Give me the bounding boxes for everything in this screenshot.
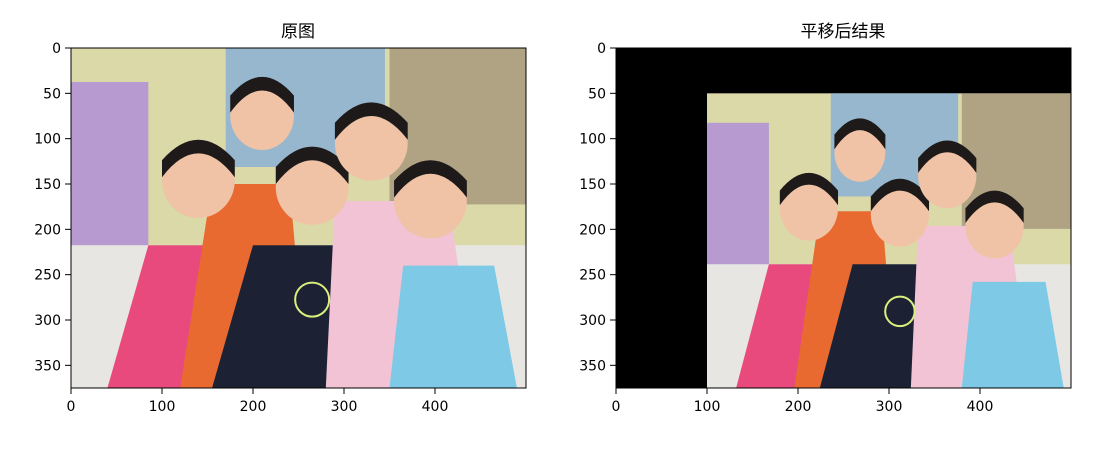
shifted-man-head-hair	[918, 140, 977, 173]
x-tick-label: 400	[422, 399, 449, 415]
y-tick-label: 350	[579, 358, 606, 374]
y-tick-label: 50	[43, 86, 61, 102]
original-boy-head	[275, 150, 349, 225]
y-tick-label: 250	[34, 268, 61, 284]
original-man-head	[334, 105, 408, 181]
original-teen-head	[230, 82, 294, 150]
shifted-photo-shirt-print	[884, 295, 916, 328]
panel-original: 原图 0 100 200 300 400 0 50 100 150 200 250 300 350	[0, 0, 540, 446]
chart-title: 平移后结果	[801, 22, 886, 42]
x-tick-label: 0	[67, 399, 76, 415]
x-tick-label: 0	[612, 399, 621, 415]
shifted-child-head-hair	[965, 190, 1024, 223]
chart-title: 原图	[281, 22, 315, 42]
panel-shifted: 平移后结果 0 100 200 300 400 0 50 100 150 200 250 300 350	[545, 0, 1085, 446]
original-man-head-hair	[334, 102, 408, 140]
shifted-boy-head-hair	[870, 178, 930, 212]
y-tick-label: 50	[588, 86, 606, 102]
shifted-teen-head-hair	[834, 118, 886, 150]
y-tick-label: 300	[579, 313, 606, 329]
x-tick-label: 200	[240, 399, 267, 415]
x-tick-label: 300	[331, 399, 358, 415]
shifted-child-head	[965, 193, 1024, 259]
x-tick-label: 200	[785, 399, 812, 415]
y-tick-label: 350	[34, 358, 61, 374]
image-plot-area: 0 100 200 300 400 0 50 100 150 200 250 300 350	[579, 41, 1072, 415]
shifted-photo-family-group	[707, 93, 1071, 388]
shifted-boy-head	[870, 181, 930, 247]
y-tick-label: 250	[579, 268, 606, 284]
x-tick-label: 400	[967, 399, 994, 415]
shifted-man-head	[918, 143, 977, 209]
original-child-head-hair	[394, 160, 467, 198]
y-tick-label: 100	[34, 132, 61, 148]
original-photo-shirt-print	[294, 281, 331, 318]
original-photo-door	[71, 82, 149, 266]
y-tick-label: 150	[579, 177, 606, 193]
y-tick-label: 150	[34, 177, 61, 193]
y-tick-label: 200	[34, 222, 61, 238]
shifted-photo-child-shirt	[961, 281, 1064, 388]
y-tick-label: 300	[34, 313, 61, 329]
x-tick-label: 100	[694, 399, 721, 415]
shifted-girl-head	[779, 175, 839, 241]
original-teen-head-hair	[230, 76, 294, 113]
axes-frame	[615, 47, 1072, 389]
axes-frame	[70, 47, 527, 389]
original-child-head	[394, 163, 467, 239]
y-tick-label: 100	[579, 132, 606, 148]
original-girl-head-hair	[162, 139, 235, 178]
original-girl-head	[162, 143, 235, 218]
original-image-chart: 原图 0 100 200 300 400 0 50 100 150 200 250 300 350	[34, 22, 527, 415]
y-tick-label: 0	[52, 41, 61, 57]
original-boy-head-hair	[275, 146, 349, 184]
original-photo-family-group	[71, 48, 526, 388]
x-tick-label: 300	[876, 399, 903, 415]
shifted-teen-head	[834, 122, 886, 182]
original-photo-child-shirt	[389, 265, 517, 388]
image-plot-area: 0 100 200 300 400 0 50 100 150 200 250 300 350	[34, 41, 527, 415]
y-tick-label: 200	[579, 222, 606, 238]
shifted-image-chart: 平移后结果 0 100 200 300 400 0 50 100 150 200 250 300 350	[579, 22, 1072, 415]
x-tick-label: 100	[149, 399, 176, 415]
shifted-photo-door	[707, 122, 769, 282]
shifted-girl-head-hair	[779, 172, 839, 206]
y-tick-label: 0	[597, 41, 606, 57]
